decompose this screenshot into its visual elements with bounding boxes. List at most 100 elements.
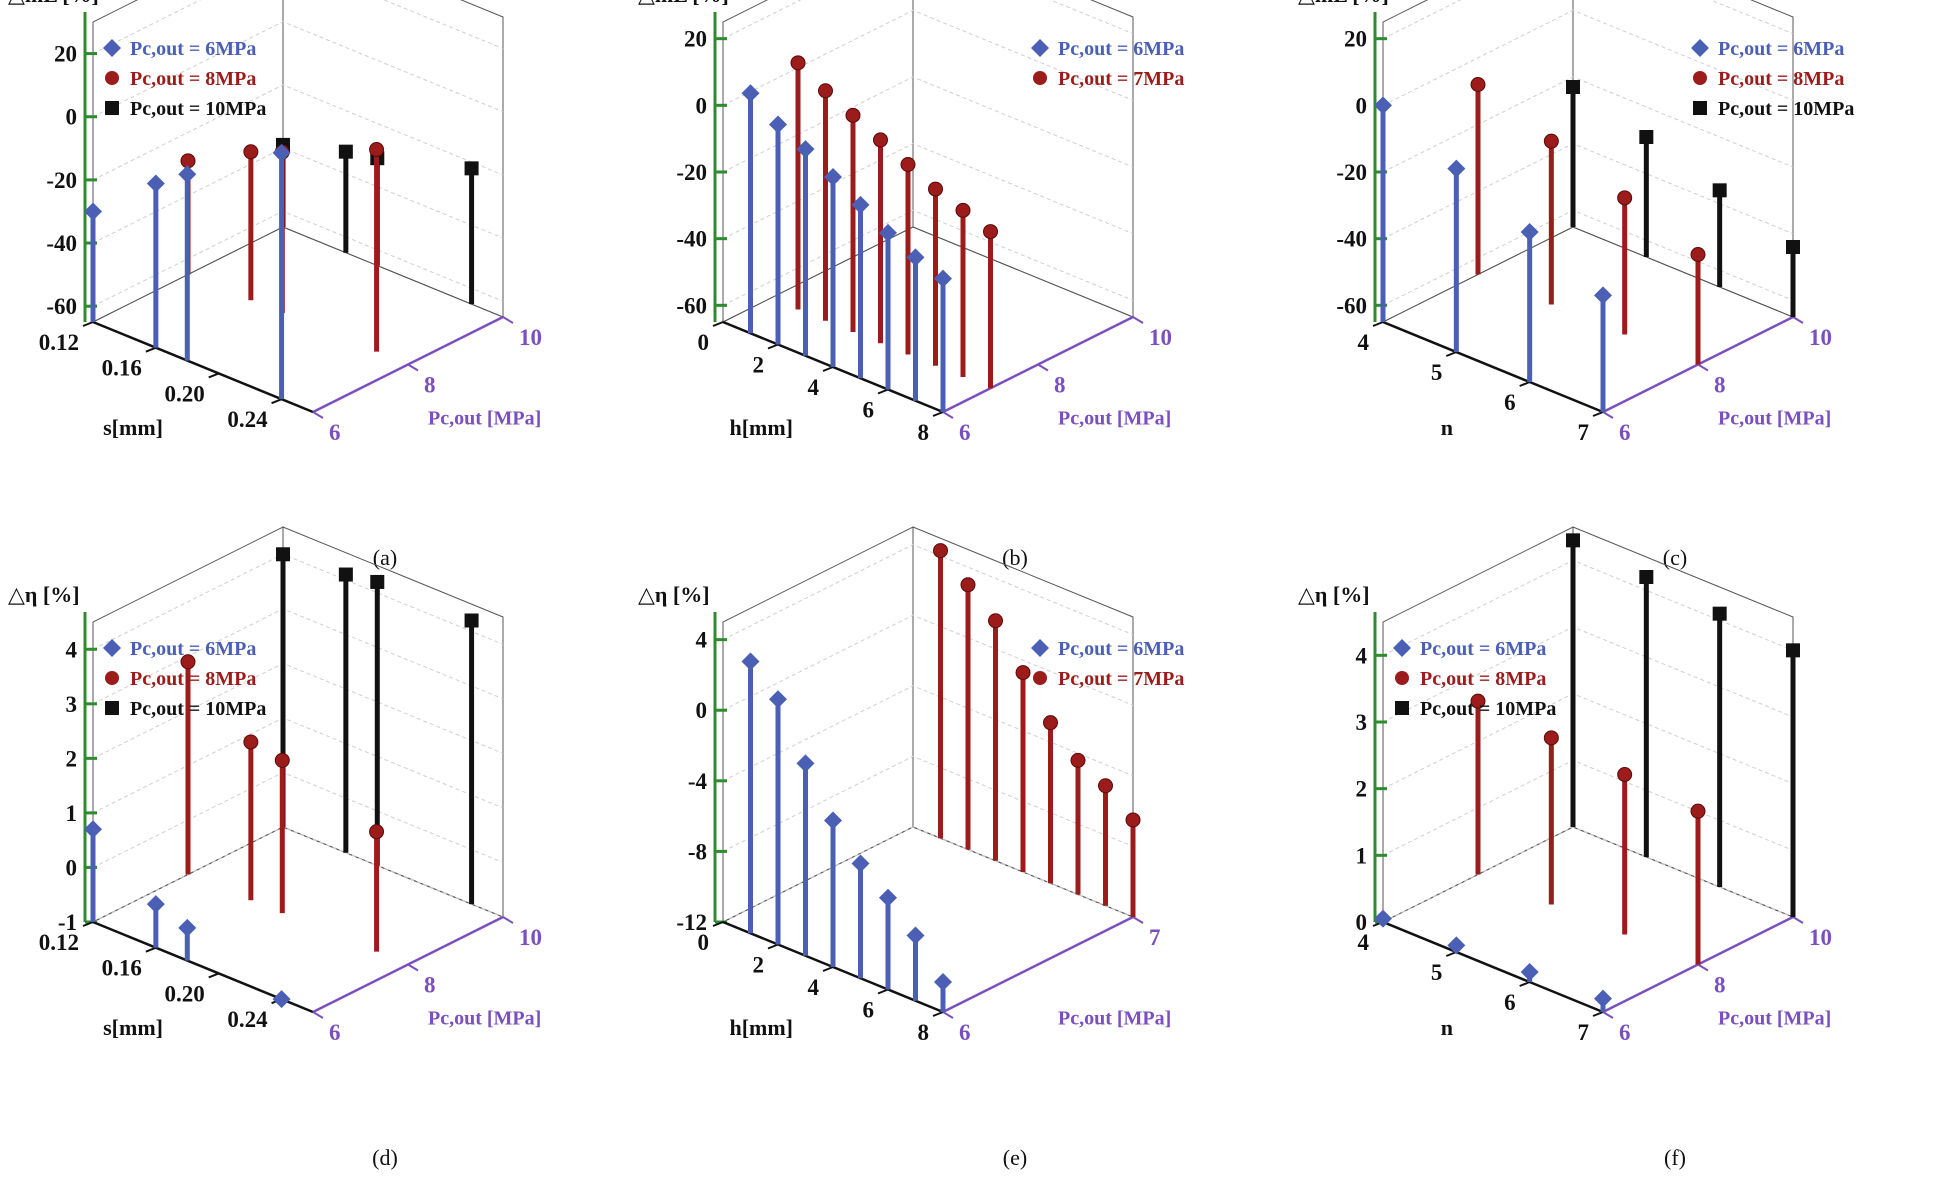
stem-marker-sphere [1043, 715, 1058, 731]
y-tick-label: 6 [1619, 420, 1631, 445]
stem-marker-sphere [1098, 778, 1113, 794]
stem-marker-sphere [1543, 133, 1559, 149]
legend-marker [1033, 671, 1047, 685]
x-tick-label: 7 [1578, 1020, 1590, 1045]
stem-marker-diamond [146, 895, 165, 914]
y-tick-label: 10 [519, 925, 542, 950]
stem-marker-sphere [1125, 812, 1141, 828]
y-tick-mark [312, 1011, 324, 1019]
grid-line [1382, 76, 1794, 173]
panel-caption: (f) [1664, 1145, 1686, 1170]
z-tick-label: 2 [66, 746, 78, 771]
y-tick-label: 8 [424, 373, 436, 398]
z-tick-label: 3 [66, 692, 78, 717]
legend-marker [1395, 671, 1409, 685]
y-tick-label: 10 [1809, 925, 1832, 950]
legend: Pc,out = 6MPa Pc,out = 7MPa [1031, 638, 1184, 690]
stem-marker-sphere [274, 752, 290, 768]
stem-marker-sphere [243, 734, 259, 750]
x-tick-label: 4 [1358, 330, 1370, 355]
y-tick-label: 6 [329, 1020, 341, 1045]
grid-line [1382, 759, 1794, 856]
legend-marker [1031, 639, 1049, 657]
stem-marker-sphere [1070, 752, 1086, 768]
grid-line [1382, 0, 1794, 40]
z-tick-label: 3 [1356, 710, 1368, 735]
x-tick-label: 0.20 [164, 981, 204, 1006]
stem-marker-sphere [790, 55, 806, 71]
stem-marker-diamond [934, 973, 952, 991]
x-tick-mark [208, 972, 220, 979]
legend-entry: Pc,out = 6MPa [1058, 38, 1184, 60]
x-tick-mark [767, 943, 779, 950]
z-tick-label: 1 [1356, 843, 1368, 868]
stem-marker-diamond [741, 84, 760, 103]
panel-caption: (c) [1663, 545, 1687, 570]
y-tick-label: 6 [959, 1020, 971, 1045]
y-tick-mark [1602, 411, 1614, 419]
x-tick-mark [822, 366, 834, 372]
x-tick-label: 2 [753, 953, 765, 978]
x-tick-mark [877, 388, 889, 395]
legend-marker [103, 39, 121, 57]
x-axis-label: h[mm] [729, 1015, 793, 1040]
z-tick-label: 0 [66, 105, 78, 130]
z-tick-label: -60 [1336, 293, 1367, 318]
y-tick-label: 10 [1149, 325, 1172, 350]
x-tick-label: 0.24 [227, 407, 268, 432]
y-tick-mark [1602, 1011, 1614, 1019]
z-tick-label: -40 [46, 231, 77, 256]
stem-marker-sphere [1015, 665, 1031, 681]
panel-a: 20 0 -20 -40 -60 △mL [%] 0.12 0.16 0.20 0.24 s[mm]… [8, 0, 542, 570]
legend: Pc,out = 6MPa Pc,out = 8MPa Pc,out = 10MPa [1691, 38, 1854, 120]
x-tick-mark [932, 411, 944, 417]
stem-marker-sphere [955, 202, 971, 218]
stem-marker-diamond [769, 115, 787, 134]
stem-marker-sphere [180, 153, 196, 169]
stem-marker-sphere [1690, 247, 1706, 262]
z-axis-label: △mL [%] [638, 0, 729, 7]
y-tick-mark [407, 963, 419, 972]
x-tick-label: 8 [918, 420, 930, 445]
x-tick-label: 0.24 [227, 1007, 268, 1032]
stem-marker-diamond [1594, 286, 1612, 305]
stem-marker-diamond [178, 165, 197, 184]
stem-marker-square [276, 547, 290, 562]
x-tick-mark [82, 321, 94, 327]
z-axis-label: △η [%] [1298, 582, 1370, 607]
stem-marker-diamond [1374, 909, 1392, 928]
x-tick-label: 7 [1578, 420, 1590, 445]
z-tick-label: 1 [66, 801, 78, 826]
stem-marker-square [1639, 130, 1654, 144]
z-axis-label: △η [%] [638, 582, 710, 607]
legend-marker [1693, 101, 1707, 115]
legend-marker [1393, 639, 1411, 657]
legend-marker [105, 671, 119, 685]
stem-marker-diamond [272, 143, 291, 162]
x-tick-label: 4 [808, 375, 820, 400]
x-tick-label: 5 [1431, 360, 1443, 385]
z-tick-label: 0 [696, 698, 708, 723]
z-tick-label: -20 [46, 168, 77, 193]
x-tick-mark [1592, 411, 1604, 417]
x-tick-label: 0.12 [39, 930, 79, 955]
stem-marker-diamond [851, 195, 870, 214]
y-tick-label: 8 [1054, 373, 1066, 398]
y-tick-mark [1132, 916, 1144, 924]
stem-marker-diamond [1594, 989, 1612, 1008]
z-tick-label: -40 [1336, 227, 1367, 252]
x-tick-label: 0.16 [102, 956, 142, 981]
y-axis-label: Pc,out [MPa] [1718, 1008, 1831, 1030]
x-axis-label: n [1441, 415, 1453, 440]
stem-marker-diamond [84, 820, 102, 839]
y-tick-mark [502, 316, 514, 324]
legend-entry: Pc,out = 6MPa [130, 638, 256, 660]
stem-marker-diamond [1447, 159, 1466, 178]
stem-marker-sphere [1690, 803, 1706, 819]
y-tick-label: 10 [1809, 325, 1832, 350]
stem-marker-diamond [851, 854, 870, 873]
stem-marker-sphere [369, 824, 385, 840]
grid-line [722, 0, 1134, 40]
grid-line [92, 771, 504, 868]
grid-line [92, 553, 504, 650]
